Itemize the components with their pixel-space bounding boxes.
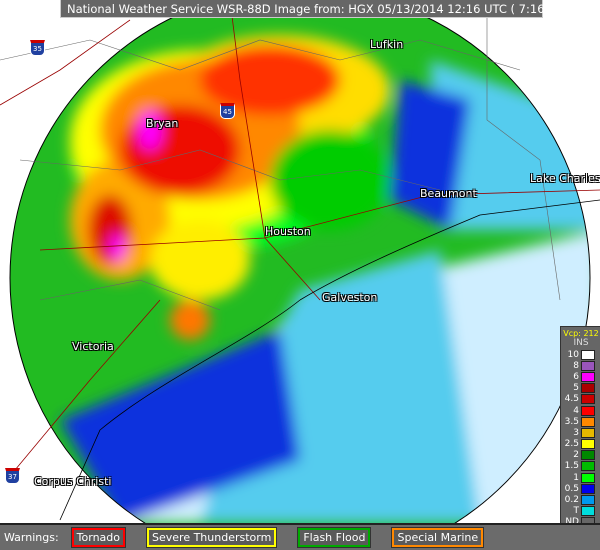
legend-item-label: 1.5 xyxy=(564,461,579,472)
legend-item-label: 3 xyxy=(573,427,579,438)
legend-item-label: 5 xyxy=(573,383,579,394)
legend-color-swatch xyxy=(581,439,595,450)
legend-item: 1 xyxy=(561,472,600,483)
legend-item-label: 0.5 xyxy=(564,483,579,494)
precipitation-overlay xyxy=(10,0,590,523)
legend-item-label: 2.5 xyxy=(564,439,579,450)
legend-item-label: 1 xyxy=(573,472,579,483)
legend-item-label: 10 xyxy=(567,349,579,360)
legend-color-swatch xyxy=(581,461,595,472)
legend-item: 4 xyxy=(561,405,600,416)
warning-flash-flood[interactable]: Flash Flood xyxy=(297,527,372,548)
legend-item: 3.5 xyxy=(561,416,600,427)
warning-tornado[interactable]: Tornado xyxy=(70,527,127,548)
legend-item-label: 3.5 xyxy=(564,416,579,427)
legend-color-swatch xyxy=(581,506,595,517)
city-label-victoria: Victoria xyxy=(72,340,114,353)
legend-color-swatch xyxy=(581,349,595,360)
legend-item: 2 xyxy=(561,450,600,461)
legend-item-label: 2 xyxy=(573,450,579,461)
vcp-label: Vcp: 212 xyxy=(563,329,599,338)
legend-item-label: 0.2 xyxy=(564,495,579,506)
legend-item: 4.5 xyxy=(561,394,600,405)
interstate-35-shield: 35 xyxy=(30,40,45,56)
warnings-label: Warnings: xyxy=(4,531,59,544)
interstate-45-shield: 45 xyxy=(220,103,235,119)
city-label-lake-charles: Lake Charles xyxy=(530,172,600,185)
legend-color-swatch xyxy=(581,416,595,427)
legend-item: 2.5 xyxy=(561,439,600,450)
city-label-corpus-christi: Corpus Christi xyxy=(34,475,112,488)
legend-item-label: T xyxy=(573,506,580,517)
legend-item: 3 xyxy=(561,427,600,438)
legend-item: 1.5 xyxy=(561,461,600,472)
legend-unit: INS xyxy=(573,338,589,348)
legend-color-swatch xyxy=(581,472,595,483)
legend-item: T xyxy=(561,506,600,517)
legend-item: 6 xyxy=(561,371,600,382)
legend-color-swatch xyxy=(581,427,595,438)
legend-item-label: ND xyxy=(561,517,581,527)
city-label-houston: Houston xyxy=(265,225,311,238)
interstate-37-shield: 37 xyxy=(5,468,20,484)
legend-color-swatch xyxy=(581,405,595,416)
warnings-bar: Warnings: Tornado Severe Thunderstorm Fl… xyxy=(0,523,600,550)
warning-severe-thunderstorm[interactable]: Severe Thunderstorm xyxy=(146,527,278,548)
radar-map xyxy=(0,0,600,523)
image-title: National Weather Service WSR-88D Image f… xyxy=(60,0,598,18)
legend-item: 10 xyxy=(561,349,600,360)
legend-color-swatch xyxy=(581,360,595,371)
legend-item: 8 xyxy=(561,360,600,371)
legend-color-swatch xyxy=(581,495,595,506)
legend-color-swatch xyxy=(581,371,595,382)
city-label-lufkin: Lufkin xyxy=(370,38,404,51)
legend-item: 0.2 xyxy=(561,494,600,506)
legend-item-label: 4.5 xyxy=(564,394,579,405)
legend-item-label: 6 xyxy=(573,371,579,382)
legend-item: 0.5 xyxy=(561,483,600,494)
legend-color-swatch xyxy=(581,394,595,405)
legend-item-label: 8 xyxy=(573,360,579,371)
precipitation-legend: Vcp: 212 INS 10 8 6 5 4.5 4 3.5 3 2.5 2 1.5 1 0.5 0.2… xyxy=(560,326,600,528)
legend-item: 5 xyxy=(561,383,600,394)
warning-special-marine[interactable]: Special Marine xyxy=(391,527,485,548)
legend-color-swatch xyxy=(581,383,595,394)
legend-item-label: 4 xyxy=(573,405,579,416)
legend-color-swatch xyxy=(581,483,595,494)
city-label-beaumont: Beaumont xyxy=(420,187,477,200)
city-label-bryan: Bryan xyxy=(146,117,179,130)
legend-color-swatch xyxy=(581,450,595,461)
city-label-galveston: Galveston xyxy=(322,291,378,304)
